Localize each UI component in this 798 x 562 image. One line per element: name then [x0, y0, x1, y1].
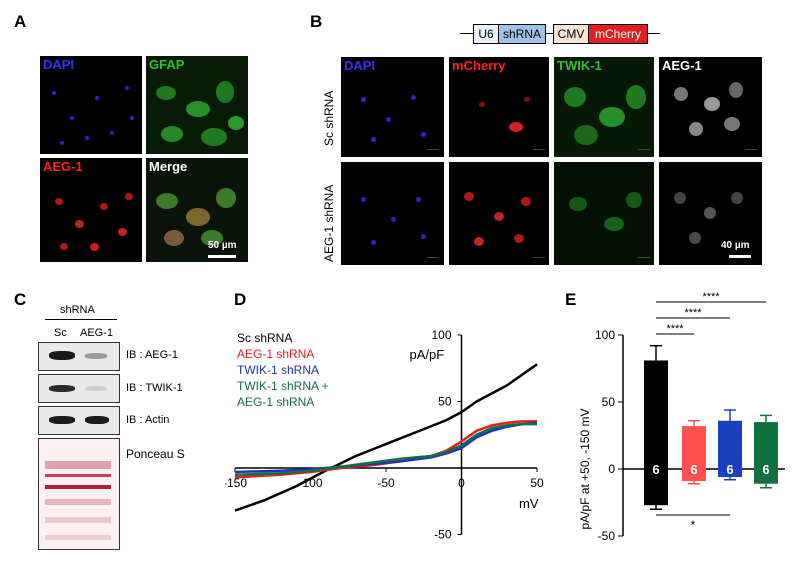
panel-b-row-label-aeg1: AEG-1 shRNA — [322, 184, 336, 262]
significance-label: **** — [666, 323, 684, 335]
construct-mcherry-box: mCherry — [588, 24, 648, 44]
panel-b-sc-dapi-image: DAPI — [341, 57, 444, 157]
ponceau-stain — [38, 438, 120, 550]
n-label: 6 — [652, 462, 659, 477]
n-label: 6 — [726, 462, 733, 477]
panel-b-aeg1sh-aeg1-image: 40 µm — [659, 162, 762, 265]
bar-negative — [682, 469, 706, 482]
x-axis-label: mV — [519, 496, 539, 511]
x-tick-label: -100 — [298, 476, 322, 490]
series-line — [234, 363, 538, 512]
panel-b-aeg1sh-mcherry-image — [449, 162, 549, 265]
panel-b-aeg1-label: AEG-1 — [662, 58, 702, 73]
panel-b-sc-mcherry-image: mCherry — [449, 57, 549, 157]
y-tick-label: 0 — [608, 462, 615, 476]
panel-a-dapi-label: DAPI — [43, 57, 75, 72]
n-label: 6 — [762, 462, 769, 477]
construct-shrna-box: shRNA — [498, 24, 546, 44]
panel-a-gfap-image: GFAP — [146, 56, 248, 154]
y-tick-label: 100 — [595, 328, 615, 342]
blot-aeg1 — [38, 342, 120, 371]
significance-label: **** — [684, 307, 702, 319]
bar-positive — [644, 360, 668, 469]
series-line — [234, 421, 538, 474]
panel-a-gfap-label: GFAP — [149, 57, 185, 72]
panel-b-row-label-sc: Sc shRNA — [322, 90, 336, 146]
panel-a-merge-image: Merge 50 µm — [146, 158, 248, 262]
panel-c-shrna-header: shRNA — [60, 304, 95, 316]
panel-b-dapi-label: DAPI — [344, 58, 376, 73]
panel-a-merge-label: Merge — [149, 159, 188, 174]
bar-negative — [644, 469, 668, 506]
y-tick-label: 50 — [602, 395, 616, 409]
panel-b-scalebar — [729, 255, 751, 258]
panel-label-d: D — [234, 290, 247, 309]
bar-positive — [754, 422, 778, 469]
y-tick-label: -50 — [598, 529, 616, 543]
blot-twik1-label: IB : TWIK-1 — [126, 382, 183, 394]
panel-c-header-line — [45, 319, 117, 320]
series-line — [234, 422, 537, 476]
ponceau-label: Ponceau S — [126, 447, 185, 461]
iv-curve-chart: -150 -100 -50 0 50 -50 50 100 pA/pF mV Sc shRNA AEG… — [225, 328, 544, 542]
construct-cmv-box: CMV — [553, 24, 589, 44]
panel-b-mcherry-label: mCherry — [452, 58, 506, 73]
legend-entry: AEG-1 shRNA — [237, 347, 314, 361]
bar-negative — [718, 469, 742, 478]
panel-b-sc-twik1-image: TWIK-1 — [554, 57, 654, 157]
y-tick-label: 50 — [438, 395, 452, 409]
panel-a-dapi-image: DAPI — [40, 56, 142, 154]
panel-b-aeg1sh-twik1-image — [554, 162, 654, 265]
x-tick-label: 50 — [530, 476, 544, 490]
blot-actin-label: IB : Actin — [126, 414, 170, 426]
n-label: 6 — [690, 462, 697, 477]
legend-entry: TWIK-1 shRNA — [237, 363, 319, 377]
panel-b-aeg1sh-dapi-image — [341, 162, 444, 265]
bar-negative — [754, 469, 778, 484]
bar-positive — [682, 426, 706, 469]
panel-c-lane-sc: Sc — [54, 327, 67, 339]
x-tick-label: -50 — [377, 476, 395, 490]
significance-label: **** — [702, 291, 720, 303]
panel-b-sc-aeg1-image: AEG-1 — [659, 57, 762, 157]
y-tick-label: -50 — [434, 528, 452, 542]
bar-positive — [718, 420, 742, 469]
legend-entry: TWIK-1 shRNA + AEG-1 shRNA — [237, 379, 329, 409]
panel-label-e: E — [565, 290, 577, 309]
blot-aeg1-label: IB : AEG-1 — [126, 349, 178, 361]
panel-label-c: C — [14, 290, 27, 309]
significance-label: * — [691, 518, 696, 532]
panel-label-b: B — [310, 12, 323, 31]
x-tick-label: 0 — [458, 476, 465, 490]
panel-b-twik1-label: TWIK-1 — [557, 58, 602, 73]
panel-c-lane-aeg1: AEG-1 — [80, 327, 114, 339]
blot-actin — [38, 406, 120, 435]
panel-a-aeg1-image: AEG-1 — [40, 158, 142, 262]
panel-label-a: A — [14, 12, 27, 31]
panel-a-scalebar-text: 50 µm — [208, 240, 237, 251]
panel-b-scalebar-text: 40 µm — [721, 240, 750, 251]
panel-a-scalebar — [208, 255, 236, 258]
construct-u6-box: U6 — [473, 24, 499, 44]
y-axis-label: pA/pF — [410, 347, 445, 362]
panel-a-aeg1-label: AEG-1 — [43, 159, 83, 174]
x-tick-label: -150 — [225, 476, 247, 490]
y-tick-label: 100 — [431, 328, 451, 342]
y-axis-label: pA/pF at +50, -150 mV — [578, 408, 592, 529]
legend-entry: Sc shRNA — [237, 331, 292, 345]
blot-twik1 — [38, 374, 120, 403]
